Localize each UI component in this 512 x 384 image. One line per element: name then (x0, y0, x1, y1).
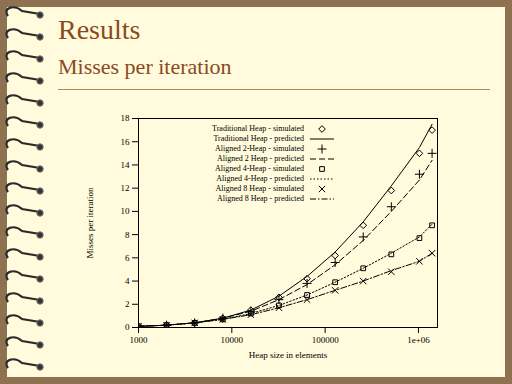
svg-text:1e+06: 1e+06 (407, 335, 430, 345)
html-text:Aligned 2 Heap - predicted: Aligned 2 Heap - predicted (216, 154, 304, 163)
svg-text:Heap size in elements: Heap size in elements (249, 350, 328, 360)
html-text:Aligned 4-Heap - simulated: Aligned 4-Heap - simulated (214, 164, 304, 173)
svg-text:1000: 1000 (130, 335, 149, 345)
svg-text:18: 18 (121, 113, 131, 123)
svg-text:4: 4 (125, 276, 130, 286)
svg-text:16: 16 (121, 137, 131, 147)
html-text:Aligned 8 Heap - predicted: Aligned 8 Heap - predicted (216, 194, 304, 203)
html-text:Misses per iteration: Misses per iteration (58, 54, 232, 79)
svg-text:0: 0 (125, 322, 130, 332)
svg-text:100000: 100000 (312, 335, 340, 345)
html-text:Traditional Heap - predicted: Traditional Heap - predicted (213, 134, 304, 143)
svg-text:6: 6 (125, 253, 130, 263)
html-text:Traditional Heap - simulated: Traditional Heap - simulated (212, 124, 304, 133)
svg-text:10: 10 (121, 206, 131, 216)
html-text:Aligned 8 Heap - simulated: Aligned 8 Heap - simulated (215, 184, 304, 193)
html-text:Aligned 2-Heap - simulated: Aligned 2-Heap - simulated (214, 144, 304, 153)
html-text:Results: Results (58, 14, 141, 45)
svg-text:10000: 10000 (221, 335, 244, 345)
svg-text:12: 12 (121, 183, 130, 193)
svg-text:8: 8 (125, 229, 130, 239)
html-text:Aligned 4-Heap - predicted: Aligned 4-Heap - predicted (216, 174, 304, 183)
svg-text:2: 2 (125, 299, 130, 309)
svg-text:Misses per iteration: Misses per iteration (85, 187, 95, 258)
svg-text:14: 14 (121, 160, 131, 170)
